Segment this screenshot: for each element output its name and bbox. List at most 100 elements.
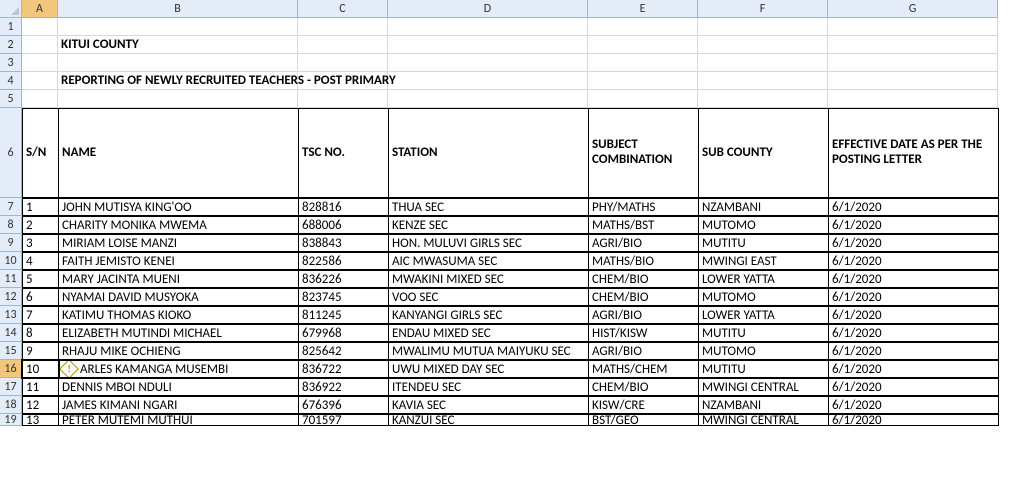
row-header[interactable]: 7 <box>0 198 22 216</box>
cell-subcounty[interactable]: MUTOMO <box>698 216 829 234</box>
cell-sn[interactable]: 2 <box>22 216 59 234</box>
cell-sn[interactable]: 6 <box>22 288 59 306</box>
row-header[interactable]: 8 <box>0 216 22 234</box>
cell-name[interactable]: MIRIAM LOISE MANZI <box>58 234 299 252</box>
column-header-B[interactable]: B <box>58 0 298 18</box>
cell-tsc[interactable]: 811245 <box>298 306 389 324</box>
cell-subcounty[interactable]: NZAMBANI <box>698 198 829 216</box>
cell-sn[interactable]: 1 <box>22 198 59 216</box>
empty-cell[interactable] <box>388 18 588 36</box>
cell-subcounty[interactable]: LOWER YATTA <box>698 306 829 324</box>
spreadsheet-grid[interactable]: ABCDEFG12KITUI COUNTY34REPORTING OF NEWL… <box>0 0 1024 426</box>
cell-name[interactable]: KATIMU THOMAS KIOKO <box>58 306 299 324</box>
cell-name[interactable]: PETER MUTEMI MUTHUI <box>58 414 299 426</box>
cell-station[interactable]: MWAKINI MIXED SEC <box>388 270 589 288</box>
row-header[interactable]: 4 <box>0 72 22 90</box>
cell-station[interactable]: HON. MULUVI GIRLS SEC <box>388 234 589 252</box>
cell-station[interactable]: ENDAU MIXED SEC <box>388 324 589 342</box>
cell-subject[interactable]: KISW/CRE <box>588 396 699 414</box>
empty-cell[interactable] <box>22 18 58 36</box>
cell-tsc[interactable]: 688006 <box>298 216 389 234</box>
row-header[interactable]: 3 <box>0 54 22 72</box>
empty-cell[interactable] <box>22 90 58 108</box>
cell-date[interactable]: 6/1/2020 <box>828 252 999 270</box>
column-header-A[interactable]: A <box>22 0 58 18</box>
empty-cell[interactable] <box>588 72 698 90</box>
cell-station[interactable]: THUA SEC <box>388 198 589 216</box>
cell-subcounty[interactable]: MWINGI CENTRAL <box>698 378 829 396</box>
column-header-F[interactable]: F <box>698 0 828 18</box>
row-header[interactable]: 16 <box>0 360 22 378</box>
row-header[interactable]: 17 <box>0 378 22 396</box>
cell-subcounty[interactable]: MWINGI CENTRAL <box>698 414 829 426</box>
cell-subject[interactable]: CHEM/BIO <box>588 288 699 306</box>
cell-subcounty[interactable]: MUTITU <box>698 360 829 378</box>
column-header-D[interactable]: D <box>388 0 588 18</box>
cell-date[interactable]: 6/1/2020 <box>828 306 999 324</box>
empty-cell[interactable] <box>58 90 298 108</box>
cell-station[interactable]: UWU MIXED DAY SEC <box>388 360 589 378</box>
empty-cell[interactable] <box>388 54 588 72</box>
cell-tsc[interactable]: 836922 <box>298 378 389 396</box>
cell-tsc[interactable]: 838843 <box>298 234 389 252</box>
empty-cell[interactable] <box>22 36 58 54</box>
empty-cell[interactable] <box>298 36 388 54</box>
empty-cell[interactable] <box>828 72 998 90</box>
empty-cell[interactable] <box>388 72 588 90</box>
cell-subcounty[interactable]: MUTOMO <box>698 288 829 306</box>
cell-tsc[interactable]: 828816 <box>298 198 389 216</box>
cell-station[interactable]: MWALIMU MUTUA MAIYUKU SEC <box>388 342 589 360</box>
cell-date[interactable]: 6/1/2020 <box>828 198 999 216</box>
cell-subcounty[interactable]: MUTITU <box>698 234 829 252</box>
cell-name[interactable]: FAITH JEMISTO KENEI <box>58 252 299 270</box>
empty-cell[interactable] <box>698 36 828 54</box>
cell-subcounty[interactable]: LOWER YATTA <box>698 270 829 288</box>
cell-tsc[interactable]: 676396 <box>298 396 389 414</box>
row-header[interactable]: 9 <box>0 234 22 252</box>
row-header[interactable]: 5 <box>0 90 22 108</box>
cell-subject[interactable]: CHEM/BIO <box>588 378 699 396</box>
cell-name[interactable]: DENNIS MBOI NDULI <box>58 378 299 396</box>
cell-subject[interactable]: CHEM/BIO <box>588 270 699 288</box>
cell-sn[interactable]: 4 <box>22 252 59 270</box>
empty-cell[interactable] <box>588 36 698 54</box>
row-header[interactable]: 2 <box>0 36 22 54</box>
cell-sn[interactable]: 10 <box>22 360 59 378</box>
empty-cell[interactable] <box>828 90 998 108</box>
cell-date[interactable]: 6/1/2020 <box>828 288 999 306</box>
cell-subcounty[interactable]: NZAMBANI <box>698 396 829 414</box>
cell-tsc[interactable]: 822586 <box>298 252 389 270</box>
cell-name[interactable]: CHARITY MONIKA MWEMA <box>58 216 299 234</box>
empty-cell[interactable] <box>698 18 828 36</box>
column-header-E[interactable]: E <box>588 0 698 18</box>
row-header[interactable]: 13 <box>0 306 22 324</box>
cell-station[interactable]: KANZUI SEC <box>388 414 589 426</box>
empty-cell[interactable] <box>58 18 298 36</box>
cell-sn[interactable]: 12 <box>22 396 59 414</box>
cell-date[interactable]: 6/1/2020 <box>828 342 999 360</box>
cell-tsc[interactable]: 836226 <box>298 270 389 288</box>
cell-sn[interactable]: 9 <box>22 342 59 360</box>
cell-sn[interactable]: 3 <box>22 234 59 252</box>
empty-cell[interactable] <box>698 54 828 72</box>
row-header[interactable]: 6 <box>0 108 22 198</box>
cell-name[interactable]: ELIZABETH MUTINDI MICHAEL <box>58 324 299 342</box>
cell-station[interactable]: KENZE SEC <box>388 216 589 234</box>
cell-tsc[interactable]: 679968 <box>298 324 389 342</box>
cell-subject[interactable]: MATHS/CHEM <box>588 360 699 378</box>
empty-cell[interactable] <box>388 90 588 108</box>
cell-subject[interactable]: PHY/MATHS <box>588 198 699 216</box>
row-header[interactable]: 19 <box>0 414 22 426</box>
cell-name[interactable]: ARLES KAMANGA MUSEMBI <box>58 360 299 378</box>
cell-name[interactable]: JOHN MUTISYA KING'OO <box>58 198 299 216</box>
column-header-G[interactable]: G <box>828 0 998 18</box>
cell-name[interactable]: MARY JACINTA MUENI <box>58 270 299 288</box>
cell-date[interactable]: 6/1/2020 <box>828 360 999 378</box>
cell-date[interactable]: 6/1/2020 <box>828 324 999 342</box>
empty-cell[interactable] <box>698 90 828 108</box>
column-header-C[interactable]: C <box>298 0 388 18</box>
empty-cell[interactable] <box>828 54 998 72</box>
row-header[interactable]: 15 <box>0 342 22 360</box>
empty-cell[interactable] <box>588 18 698 36</box>
empty-cell[interactable] <box>58 54 298 72</box>
